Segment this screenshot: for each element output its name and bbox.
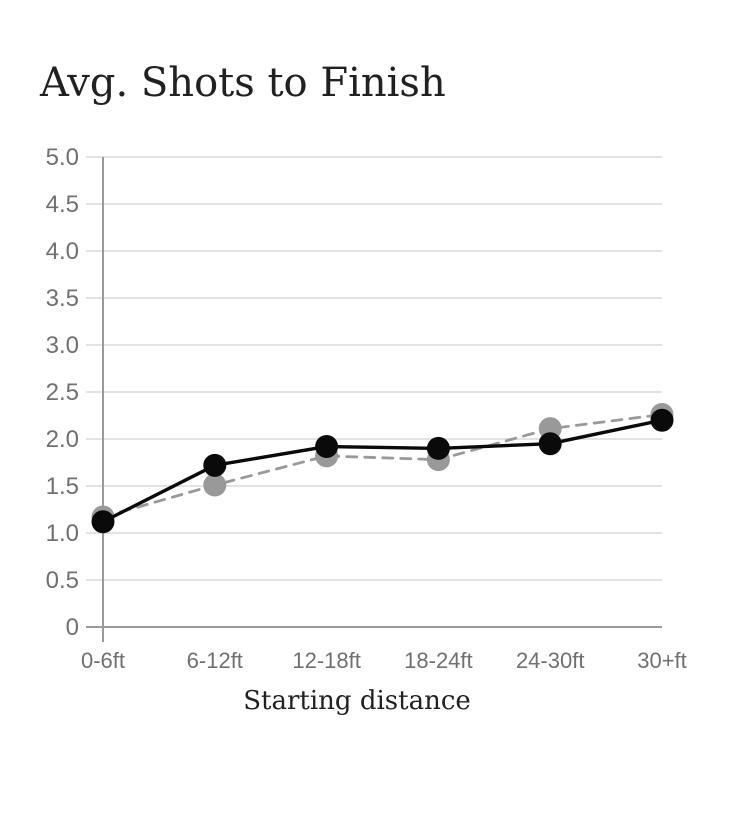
series-line-dashed-gray bbox=[101, 413, 664, 519]
y-tick-label: 4.5 bbox=[46, 191, 79, 218]
y-tick-label: 1.5 bbox=[46, 473, 79, 500]
chart-title: Avg. Shots to Finish bbox=[40, 60, 446, 106]
x-tick-label: 6-12ft bbox=[187, 648, 243, 673]
x-tick-label: 18-24ft bbox=[404, 648, 473, 673]
y-tick-label: 4.0 bbox=[46, 238, 79, 265]
y-tick-label: 2.0 bbox=[46, 426, 79, 453]
data-point-solid-black bbox=[538, 432, 562, 456]
x-axis-title: Starting distance bbox=[243, 686, 471, 716]
x-tick-label: 12-18ft bbox=[292, 648, 361, 673]
y-tick-label: 3.0 bbox=[46, 332, 79, 359]
y-tick-label: 5.0 bbox=[46, 144, 79, 171]
y-tick-label: 1.0 bbox=[46, 520, 79, 547]
data-point-solid-black bbox=[650, 408, 674, 432]
x-tick-label: 0-6ft bbox=[81, 648, 125, 673]
data-point-solid-black bbox=[315, 435, 339, 459]
y-tick-label: 0.5 bbox=[46, 567, 79, 594]
data-point-solid-black bbox=[203, 453, 227, 477]
data-point-solid-black bbox=[426, 436, 450, 460]
y-tick-label: 2.5 bbox=[46, 379, 79, 406]
y-tick-label: 0 bbox=[66, 614, 79, 641]
series-line-solid-black bbox=[101, 418, 664, 524]
x-tick-label: 30+ft bbox=[637, 648, 687, 673]
data-point-dashed-gray bbox=[203, 473, 227, 497]
y-tick-label: 3.5 bbox=[46, 285, 79, 312]
x-tick-label: 24-30ft bbox=[516, 648, 585, 673]
data-point-solid-black bbox=[91, 510, 115, 534]
